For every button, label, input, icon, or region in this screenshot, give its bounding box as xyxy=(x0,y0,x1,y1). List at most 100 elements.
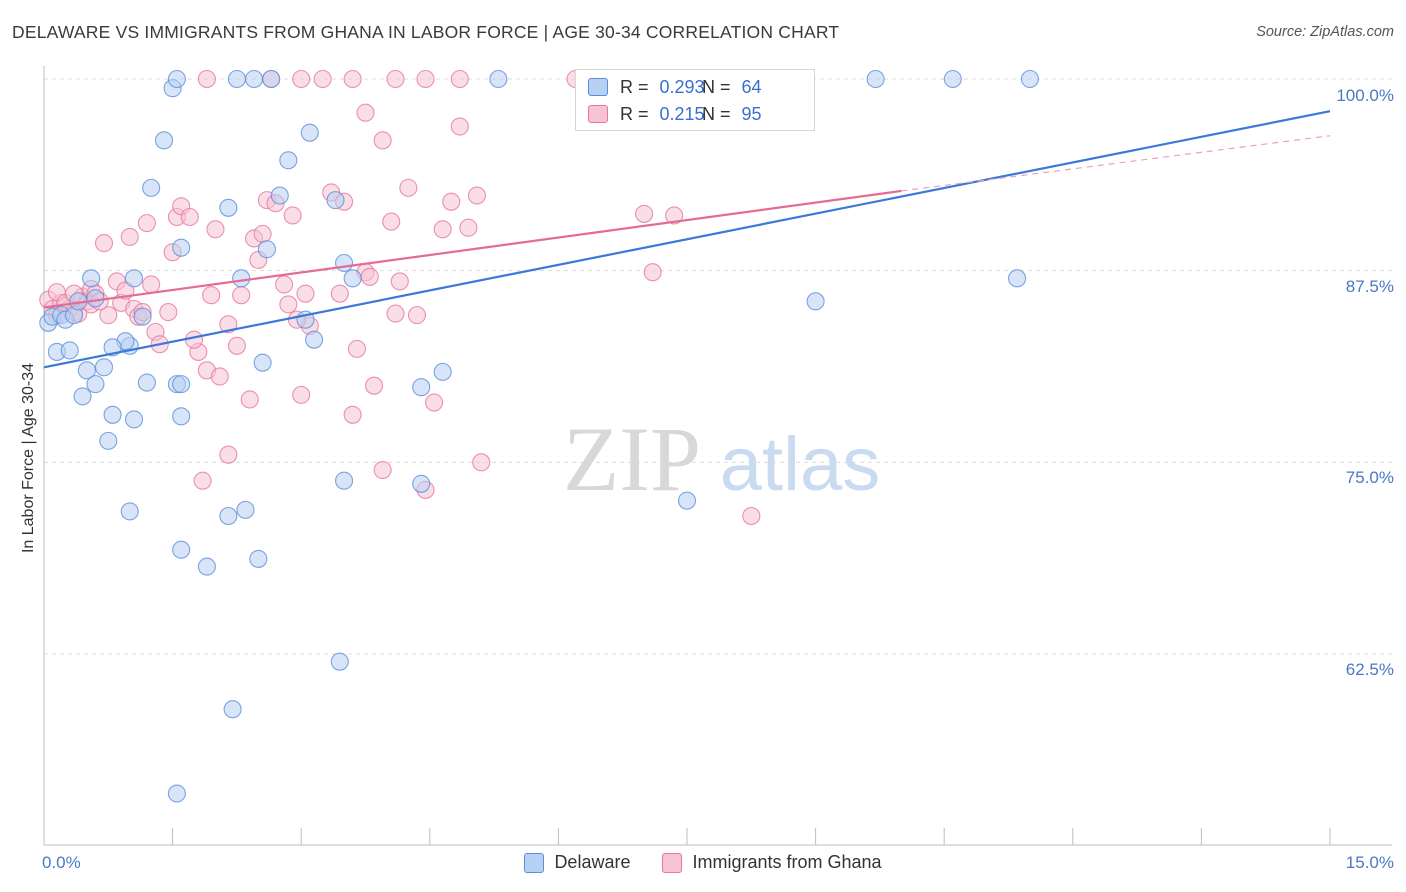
ghana-point-39 xyxy=(275,275,294,294)
delaware-trend-line xyxy=(43,110,1331,369)
x-tick-label-min: 0.0% xyxy=(42,853,81,872)
ghana-point-40 xyxy=(279,295,298,314)
delaware-point-50 xyxy=(197,557,216,576)
delaware-point-12 xyxy=(73,387,92,406)
ghana-point-75 xyxy=(219,445,238,464)
ghana-point-48 xyxy=(343,405,362,424)
delaware-point-44 xyxy=(253,353,272,372)
delaware-point-58 xyxy=(167,784,186,803)
delaware-point-40 xyxy=(335,253,354,273)
legend-r-label: R = xyxy=(620,103,654,124)
ghana-point-56 xyxy=(407,306,426,325)
watermark-zip: ZIP xyxy=(563,408,701,510)
delaware-point-51 xyxy=(249,549,268,568)
ghana-point-80 xyxy=(742,506,761,526)
watermark-atlas: atlas xyxy=(720,422,881,507)
axis-layer xyxy=(43,66,1392,846)
trend-lines xyxy=(43,110,1331,369)
y-tick-label-100: 100.0% xyxy=(1336,86,1394,105)
ghana-point-62 xyxy=(459,218,478,237)
legend-item-delaware[interactable]: Delaware xyxy=(524,852,630,873)
ghana-point-61 xyxy=(450,117,469,136)
series-legend: Delaware Immigrants from Ghana xyxy=(0,852,1406,873)
ghana-point-34 xyxy=(240,390,259,409)
ghana-trend-line xyxy=(43,189,902,309)
ghana-point-19 xyxy=(142,275,161,294)
delaware-point-21 xyxy=(154,131,174,150)
ghana-point-68 xyxy=(416,69,435,89)
x-tick-label-max: 15.0% xyxy=(1345,853,1394,872)
legend-r-label: R = xyxy=(620,76,654,97)
ghana-point-29 xyxy=(202,286,221,305)
ghana-point-36 xyxy=(253,224,272,243)
delaware-point-19 xyxy=(172,540,191,559)
delaware-point-11 xyxy=(86,375,105,394)
delaware-point-14 xyxy=(103,405,122,424)
ghana-point-86 xyxy=(206,220,225,239)
legend-label-delaware: Delaware xyxy=(554,852,631,872)
delaware-point-41 xyxy=(343,269,362,288)
ghana-point-52 xyxy=(373,131,392,150)
ghana-point-84 xyxy=(120,227,139,246)
legend-label-ghana: Immigrants from Ghana xyxy=(692,852,882,872)
ghana-point-22 xyxy=(159,303,178,322)
ghana-trend-extension xyxy=(901,135,1331,192)
delaware-point-53 xyxy=(412,474,431,493)
delaware-point-43 xyxy=(305,330,324,349)
ghana-point-79 xyxy=(665,206,684,225)
legend-item-ghana[interactable]: Immigrants from Ghana xyxy=(662,852,882,873)
ghana-point-26 xyxy=(180,207,199,227)
y-tick-label-87.5: 87.5% xyxy=(1345,277,1394,296)
delaware-point-63 xyxy=(1020,69,1039,89)
ghana-point-53 xyxy=(382,212,401,231)
watermark: ZIP atlas xyxy=(563,408,880,510)
delaware-point-31 xyxy=(262,69,281,89)
delaware-point-22 xyxy=(142,178,161,197)
delaware-point-62 xyxy=(943,69,962,89)
delaware-point-28 xyxy=(167,69,186,89)
stats-legend: R = 0.293 N = 64 R = 0.215 N = 95 xyxy=(575,69,815,131)
ghana-point-64 xyxy=(472,453,491,472)
delaware-point-29 xyxy=(227,69,246,89)
delaware-point-57 xyxy=(223,700,242,719)
legend-r-value-ghana: 0.215 xyxy=(659,103,705,124)
ghana-point-30 xyxy=(210,367,229,386)
ghana-point-89 xyxy=(386,304,405,323)
ghana-point-69 xyxy=(450,69,469,89)
delaware-point-37 xyxy=(172,238,191,257)
delaware-point-27 xyxy=(103,338,122,357)
ghana-point-41 xyxy=(283,206,302,225)
ghana-point-95 xyxy=(360,267,379,286)
ghana-point-54 xyxy=(390,272,409,291)
legend-r-value-delaware: 0.293 xyxy=(659,76,705,97)
ghana-point-12 xyxy=(94,234,114,253)
delaware-point-8 xyxy=(82,269,101,288)
ghana-point-73 xyxy=(356,103,375,122)
delaware-point-32 xyxy=(300,123,319,142)
delaware-point-35 xyxy=(219,198,238,217)
grid-layer xyxy=(44,78,1392,655)
ghana-point-76 xyxy=(193,471,212,490)
legend-swatch-ghana xyxy=(588,105,608,123)
delaware-point-64 xyxy=(1008,269,1027,288)
legend-n-value-delaware: 64 xyxy=(741,76,762,97)
delaware-point-34 xyxy=(270,186,289,205)
ghana-point-55 xyxy=(399,178,418,197)
delaware-point-33 xyxy=(279,151,298,170)
delaware-point-23 xyxy=(124,269,144,288)
delaware-point-49 xyxy=(236,500,255,519)
y-axis-title: In Labor Force | Age 30-34 xyxy=(20,362,37,554)
ghana-point-46 xyxy=(330,284,349,303)
delaware-point-54 xyxy=(433,362,452,381)
delaware-point-46 xyxy=(172,407,191,426)
ghana-point-83 xyxy=(99,306,118,325)
delaware-point-39 xyxy=(326,191,345,210)
ghana-point-59 xyxy=(433,220,452,239)
delaware-point-38 xyxy=(232,269,251,288)
ghana-point-88 xyxy=(296,284,315,303)
delaware-points xyxy=(39,69,1039,803)
delaware-point-15 xyxy=(99,431,118,450)
ghana-point-60 xyxy=(442,192,461,211)
delaware-point-48 xyxy=(219,506,238,526)
